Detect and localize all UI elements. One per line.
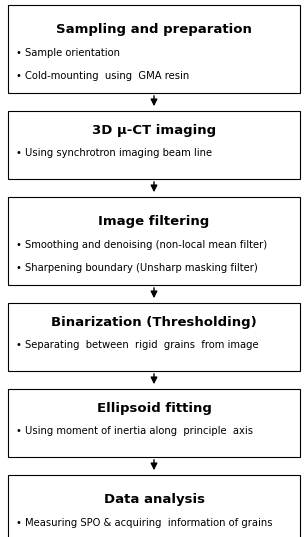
Text: Data analysis: Data analysis (103, 493, 205, 506)
Text: • Cold-mounting  using  GMA resin: • Cold-mounting using GMA resin (16, 71, 189, 81)
Bar (8, 197, 300, 285)
Text: • Sample orientation: • Sample orientation (16, 48, 120, 59)
Text: Image filtering: Image filtering (98, 215, 210, 228)
Text: Sampling and preparation: Sampling and preparation (56, 23, 252, 36)
Text: • Using moment of inertia along  principle  axis: • Using moment of inertia along principl… (16, 426, 253, 436)
Bar (8, 303, 300, 371)
Bar (8, 111, 300, 179)
Text: Ellipsoid fitting: Ellipsoid fitting (97, 402, 211, 415)
Text: 3D μ-CT imaging: 3D μ-CT imaging (92, 124, 216, 136)
Text: • Using synchrotron imaging beam line: • Using synchrotron imaging beam line (16, 148, 212, 158)
Text: • Measuring SPO & acquiring  information of grains: • Measuring SPO & acquiring information … (16, 518, 273, 528)
Text: Binarization (Thresholding): Binarization (Thresholding) (51, 316, 257, 329)
Bar (8, 475, 300, 537)
Bar (8, 5, 300, 93)
Text: • Sharpening boundary (Unsharp masking filter): • Sharpening boundary (Unsharp masking f… (16, 263, 258, 273)
Bar (8, 389, 300, 457)
Text: • Separating  between  rigid  grains  from image: • Separating between rigid grains from i… (16, 340, 259, 350)
Text: • Smoothing and denoising (non-local mean filter): • Smoothing and denoising (non-local mea… (16, 241, 267, 250)
